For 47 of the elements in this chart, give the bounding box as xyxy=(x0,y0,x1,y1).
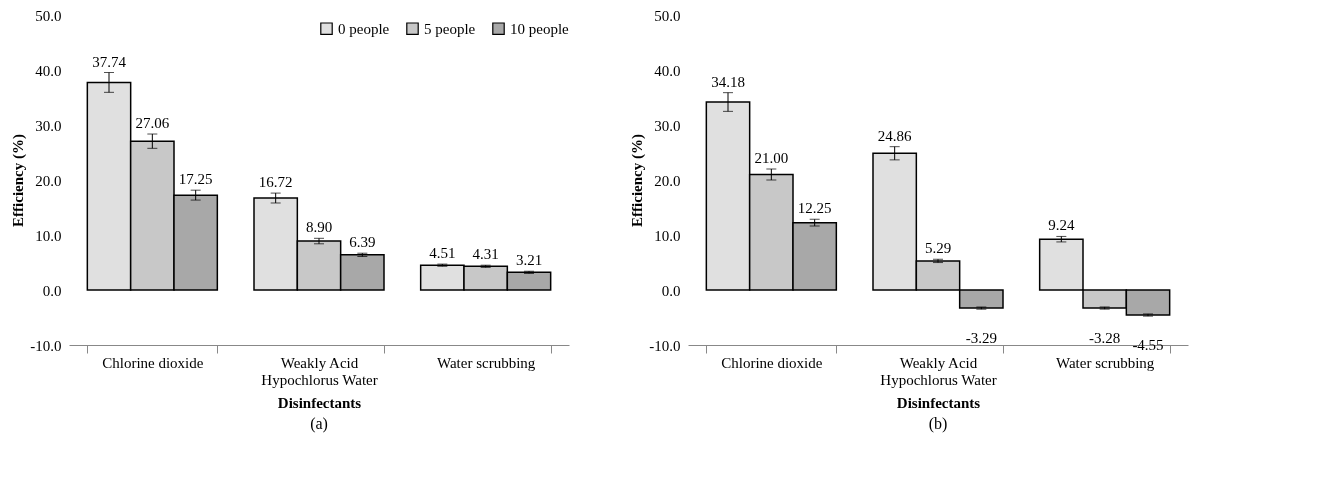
y-tick-label: 40.0 xyxy=(35,62,62,79)
data-label: 16.72 xyxy=(258,174,293,191)
y-tick-label: 40.0 xyxy=(654,62,681,79)
data-label: 34.18 xyxy=(711,73,745,90)
data-label: -3.28 xyxy=(1089,330,1121,347)
legend-label: 10 people xyxy=(510,20,570,37)
y-tick-label: 50.0 xyxy=(654,7,681,24)
data-label: -3.29 xyxy=(965,330,997,347)
y-tick-label: 10.0 xyxy=(35,227,62,244)
data-label: 12.25 xyxy=(797,200,832,217)
y-axis-title: Efficiency (%) xyxy=(629,134,647,227)
text: (b) xyxy=(928,415,948,433)
x-tick-label: Chlorine dioxide xyxy=(721,354,823,371)
data-label: 3.21 xyxy=(515,252,543,269)
x-tick-label: Chlorine dioxide xyxy=(102,354,204,371)
x-axis-title: Disinfectants xyxy=(277,394,362,411)
data-label: 27.06 xyxy=(135,115,170,132)
text: (a) xyxy=(310,415,328,433)
data-label: 24.86 xyxy=(877,127,913,144)
y-tick-label: -10.0 xyxy=(649,337,681,354)
y-tick-label: 30.0 xyxy=(35,117,62,134)
y-tick-label: 0.0 xyxy=(661,282,681,299)
y-tick-label: 20.0 xyxy=(35,172,62,189)
data-label: 17.25 xyxy=(178,171,213,188)
x-tick-label: Weakly Acid Hypochlorus Water xyxy=(261,354,378,388)
data-label: 5.29 xyxy=(924,240,952,257)
data-label: 6.39 xyxy=(349,234,376,251)
legend-label: 5 people xyxy=(424,20,476,37)
x-tick-label: Water scrubbing xyxy=(436,354,536,371)
y-tick-label: 10.0 xyxy=(654,227,681,244)
y-tick-label: 20.0 xyxy=(654,172,681,189)
data-label: 21.00 xyxy=(754,150,789,166)
data-label: 9.24 xyxy=(1048,217,1075,234)
data-label: 4.31 xyxy=(472,246,499,263)
data-label: 8.90 xyxy=(305,219,333,236)
data-label: -4.55 xyxy=(1132,337,1164,354)
y-tick-label: -10.0 xyxy=(30,337,62,354)
data-label: 37.74 xyxy=(92,53,127,70)
x-axis-title: Disinfectants xyxy=(896,394,981,411)
data-label: 4.51 xyxy=(429,245,456,262)
y-tick-label: 30.0 xyxy=(654,117,681,134)
y-axis-title: Efficiency (%) xyxy=(10,134,28,227)
x-tick-label: Water scrubbing xyxy=(1055,354,1155,371)
legend-label: 0 people xyxy=(338,20,390,37)
y-tick-label: 0.0 xyxy=(42,282,62,299)
x-tick-label: Weakly Acid Hypochlorus Water xyxy=(880,354,997,388)
y-tick-label: 50.0 xyxy=(35,7,62,24)
